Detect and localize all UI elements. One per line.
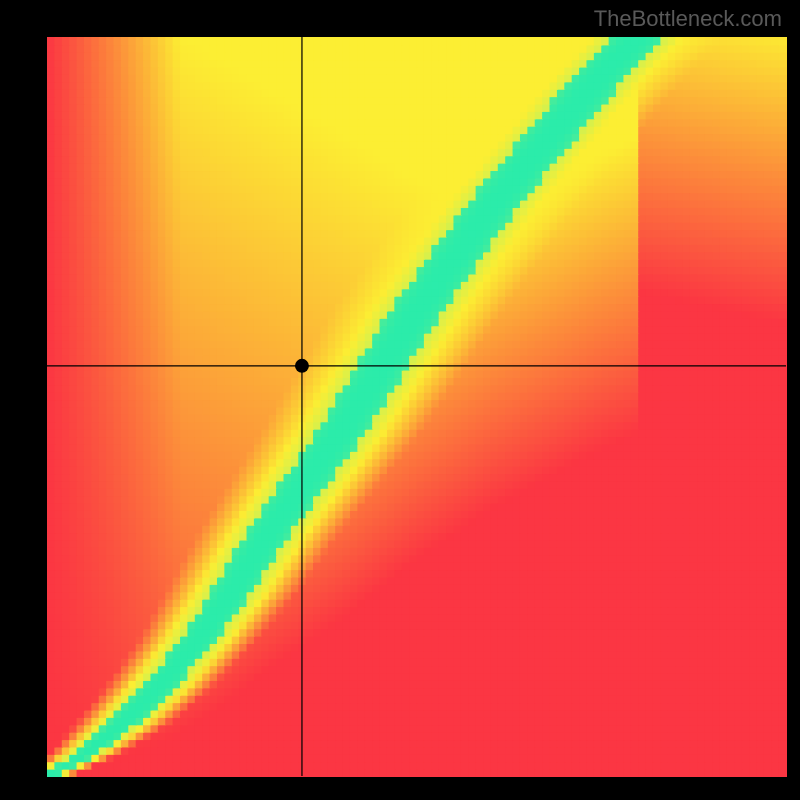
heatmap-canvas: [0, 0, 800, 800]
watermark-text: TheBottleneck.com: [594, 6, 782, 32]
root-container: TheBottleneck.com: [0, 0, 800, 800]
